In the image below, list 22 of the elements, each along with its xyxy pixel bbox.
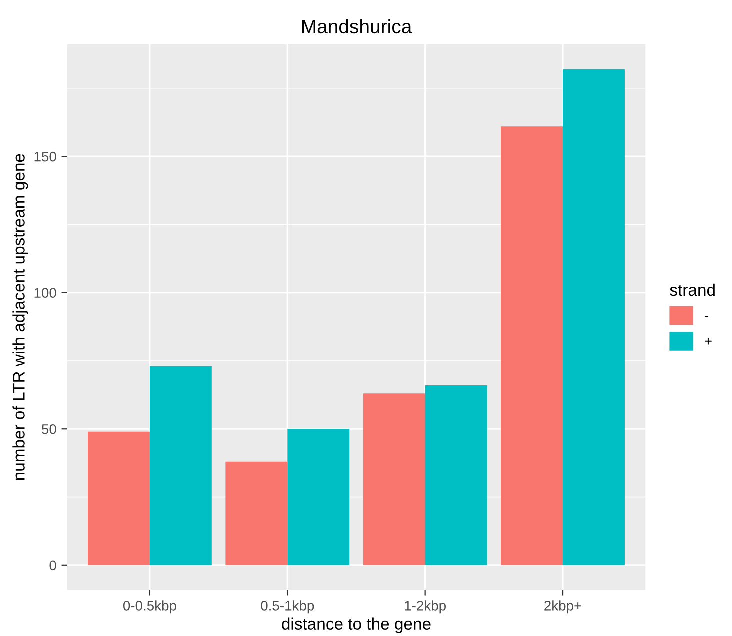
bar	[150, 366, 212, 566]
y-axis-title: number of LTR with adjacent upstream gene	[12, 154, 28, 480]
legend-label: +	[705, 338, 712, 345]
bar	[501, 126, 564, 566]
bar	[88, 432, 150, 566]
legend-title: strand	[670, 284, 715, 296]
bar	[363, 394, 426, 566]
bar	[288, 429, 350, 566]
y-tick-label: 150	[34, 152, 56, 162]
x-tick-label: 2kbp+	[544, 600, 582, 614]
y-tick-label: 100	[34, 288, 56, 298]
y-tick-label: 50	[42, 424, 56, 434]
bar	[425, 386, 488, 566]
x-axis-title: distance to the gene	[282, 618, 431, 634]
legend-label: -	[705, 316, 708, 318]
x-tick-label: 0.5-1kbp	[261, 600, 314, 614]
x-tick-label: 1-2kbp	[405, 600, 446, 614]
chart-title: Mandshurica	[302, 19, 412, 34]
bar	[563, 69, 625, 566]
bar	[226, 462, 288, 566]
y-tick-label: 0	[50, 560, 56, 571]
x-tick-label: 0-0.5kbp	[123, 600, 176, 614]
